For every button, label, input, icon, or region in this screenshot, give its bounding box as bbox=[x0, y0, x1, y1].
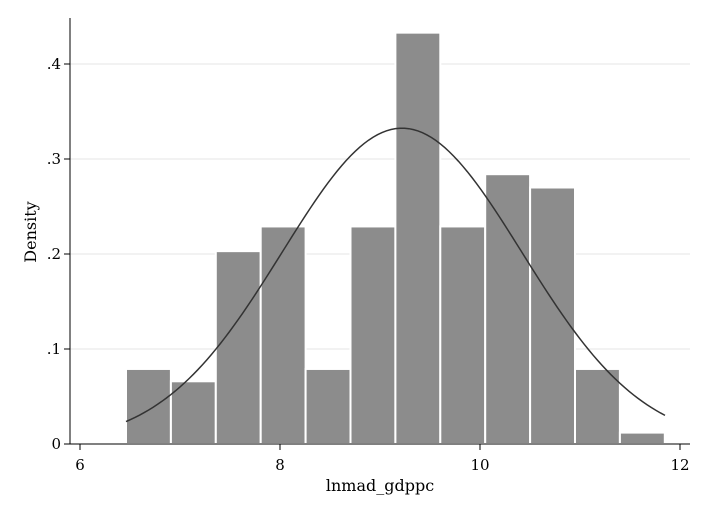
y-tick-label: .2 bbox=[47, 245, 61, 263]
x-tick-label: 8 bbox=[275, 456, 285, 474]
x-axis-title: lnmad_gdppc bbox=[326, 476, 434, 495]
x-tick-label: 12 bbox=[670, 456, 689, 474]
histogram-bars bbox=[125, 31, 666, 446]
x-tick-label: 10 bbox=[470, 456, 489, 474]
y-axis-title: Density bbox=[21, 201, 40, 262]
histogram-bar bbox=[484, 173, 532, 445]
x-tick-label: 6 bbox=[75, 456, 85, 474]
axes: 0 .1 .2 .3 .4 6 8 10 12 bbox=[47, 18, 690, 474]
histogram-bar bbox=[214, 250, 262, 445]
histogram-bar bbox=[574, 367, 621, 446]
histogram-bar bbox=[259, 225, 307, 445]
histogram-bar bbox=[618, 431, 666, 446]
y-tick-label: 0 bbox=[51, 435, 61, 453]
y-tick-label: .1 bbox=[47, 340, 61, 358]
histogram-bar bbox=[349, 225, 397, 445]
histogram-bar bbox=[169, 380, 217, 445]
histogram-bar bbox=[394, 31, 442, 446]
histogram-bar bbox=[304, 367, 352, 446]
histogram-bar bbox=[125, 367, 172, 446]
y-tick-label: .3 bbox=[47, 150, 61, 168]
axis-labels: lnmad_gdppc Density bbox=[21, 201, 434, 495]
histogram-bar bbox=[529, 186, 576, 445]
y-tick-label: .4 bbox=[47, 55, 61, 73]
histogram-bar bbox=[439, 225, 487, 445]
density-curve-line bbox=[125, 127, 666, 423]
normal-density-curve bbox=[125, 127, 666, 423]
